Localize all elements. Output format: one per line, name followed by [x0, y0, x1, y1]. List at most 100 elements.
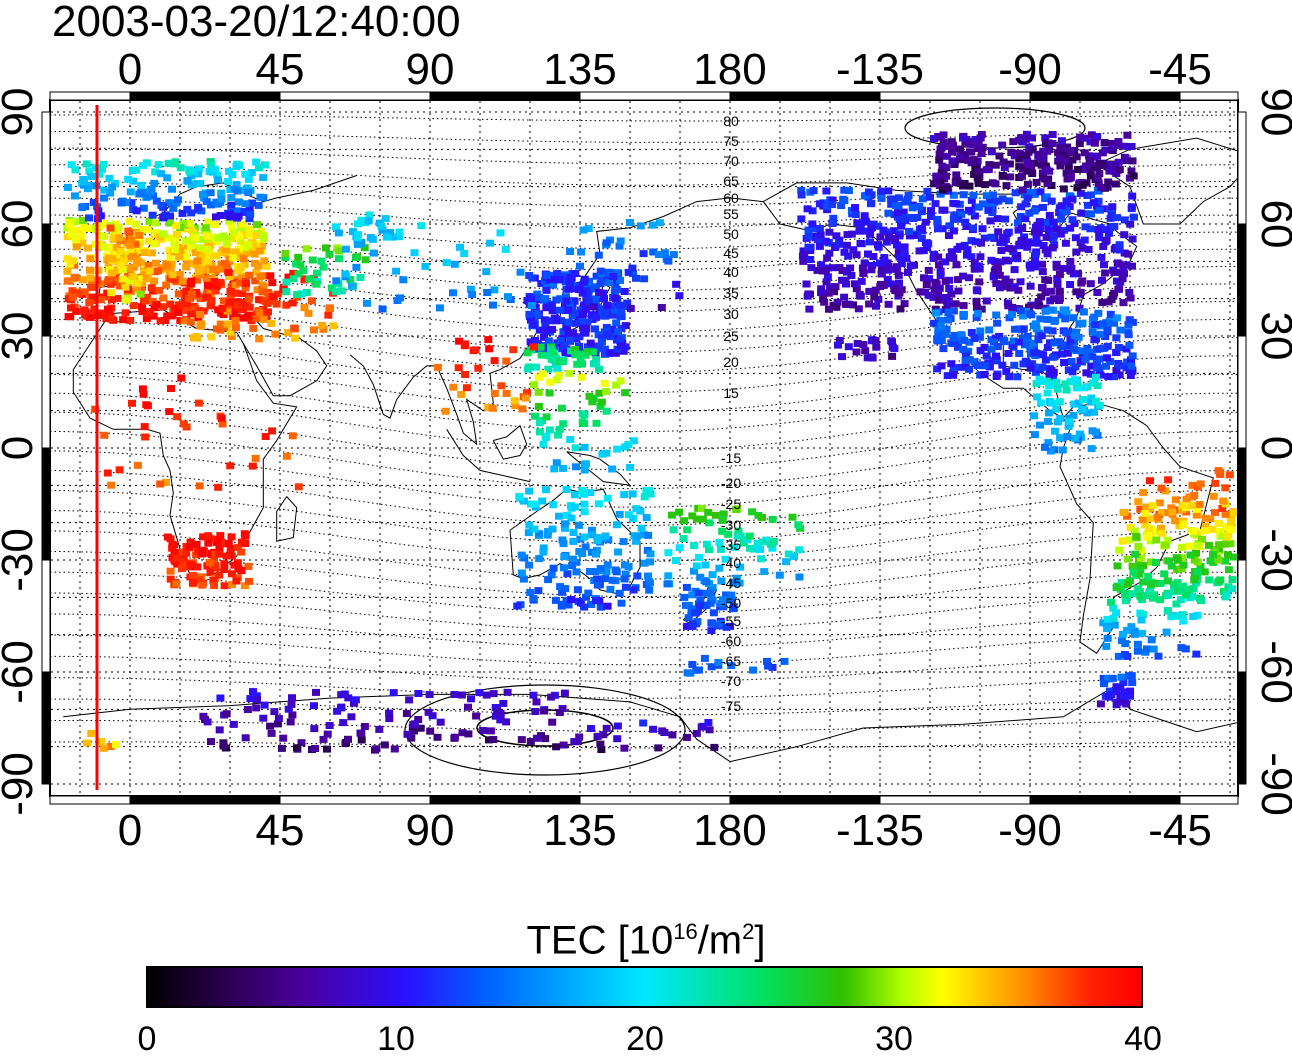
maglat-label: 45 — [723, 245, 739, 261]
tec-patch — [1214, 467, 1223, 475]
tec-patch — [1095, 364, 1104, 372]
tec-patch — [319, 325, 328, 333]
tec-patch — [191, 234, 200, 242]
tec-patch — [888, 338, 896, 346]
tec-patch — [232, 163, 241, 171]
tec-patch — [210, 278, 219, 285]
tec-patch — [535, 326, 544, 334]
tec-patch — [840, 197, 849, 204]
tec-patch — [460, 250, 469, 257]
tec-patch — [1102, 236, 1111, 244]
tec-patch — [639, 719, 648, 727]
tec-patch — [104, 276, 113, 284]
tec-patch — [212, 213, 220, 221]
tec-patch — [547, 693, 556, 701]
tec-patch — [596, 267, 605, 275]
maglat-contour — [50, 613, 1238, 649]
tec-patch — [617, 599, 626, 607]
tec-patch — [299, 267, 308, 275]
tec-patch — [675, 508, 684, 516]
tec-patch — [1134, 542, 1143, 550]
tec-patch — [425, 691, 434, 699]
tec-patch — [560, 520, 569, 528]
tec-patch — [991, 180, 1000, 188]
tec-patch — [1112, 609, 1121, 617]
tec-patch — [886, 280, 895, 288]
tec-patch — [1080, 149, 1089, 157]
tec-patch — [615, 589, 624, 597]
tec-patch — [231, 281, 240, 289]
tec-patch — [586, 489, 595, 497]
tec-patch — [949, 199, 958, 207]
tec-patch — [232, 181, 241, 189]
tec-patch — [1086, 138, 1095, 146]
tec-patch — [1109, 604, 1118, 612]
tec-patch — [169, 160, 178, 168]
tec-patch — [96, 280, 105, 288]
tec-patch — [244, 295, 253, 303]
tec-patch — [294, 253, 303, 261]
tec-patch — [594, 331, 603, 339]
tec-patch — [596, 740, 605, 748]
tec-patch — [526, 738, 535, 745]
tec-patch — [1115, 285, 1123, 293]
tec-patch — [202, 274, 211, 282]
tec-patch — [938, 225, 947, 233]
tec-patch — [253, 221, 262, 229]
tec-patch — [66, 313, 75, 321]
tec-patch — [1032, 325, 1041, 333]
tec-patch — [962, 223, 971, 230]
tec-patch — [954, 215, 963, 223]
y-tick-label: -90 — [0, 752, 42, 816]
tec-patch — [557, 404, 566, 412]
tec-patch — [636, 222, 645, 230]
tec-patch — [714, 658, 723, 666]
tec-patch — [1086, 168, 1095, 176]
tec-patch — [76, 232, 85, 240]
tec-patch — [1025, 360, 1034, 368]
tec-patch — [241, 532, 250, 540]
tec-patch — [835, 236, 844, 244]
tec-patch — [363, 299, 371, 307]
tec-patch — [1026, 264, 1035, 272]
tec-patch — [604, 279, 613, 287]
tec-patch — [516, 268, 525, 276]
tec-patch — [1075, 140, 1084, 148]
tec-patch — [936, 267, 945, 275]
tec-patch — [608, 465, 617, 473]
tec-patch — [1010, 361, 1019, 369]
tec-patch — [611, 566, 620, 574]
tec-patch — [559, 741, 568, 749]
tec-patch — [243, 706, 252, 713]
tec-patch — [161, 211, 170, 219]
tec-patch — [436, 718, 445, 726]
tec-patch — [1146, 477, 1154, 485]
tec-patch — [571, 270, 580, 278]
tec-patch — [974, 179, 983, 187]
tec-patch — [1228, 585, 1237, 593]
tec-patch — [982, 352, 991, 360]
tec-patch — [1002, 182, 1011, 190]
tec-patch — [256, 273, 265, 280]
tec-patch — [828, 264, 837, 272]
tec-patch — [939, 169, 948, 177]
tec-patch — [997, 247, 1006, 254]
tec-patch — [1121, 590, 1129, 598]
tec-patch — [1119, 509, 1128, 516]
tec-patch — [981, 181, 990, 189]
tec-patch — [1179, 520, 1188, 528]
tec-patch — [724, 530, 733, 538]
tec-patch — [1076, 189, 1085, 197]
tec-patch — [416, 724, 425, 732]
tec-patch — [207, 161, 216, 169]
tec-patch — [990, 198, 999, 206]
tec-patch — [1112, 366, 1121, 374]
tec-patch — [1002, 367, 1011, 375]
tec-patch — [1126, 220, 1135, 228]
tec-patch — [1036, 421, 1044, 429]
tec-patch — [517, 569, 526, 577]
tec-patch — [331, 288, 340, 296]
tec-patch — [989, 273, 998, 281]
tec-patch — [209, 554, 218, 562]
tec-patch — [344, 694, 353, 702]
